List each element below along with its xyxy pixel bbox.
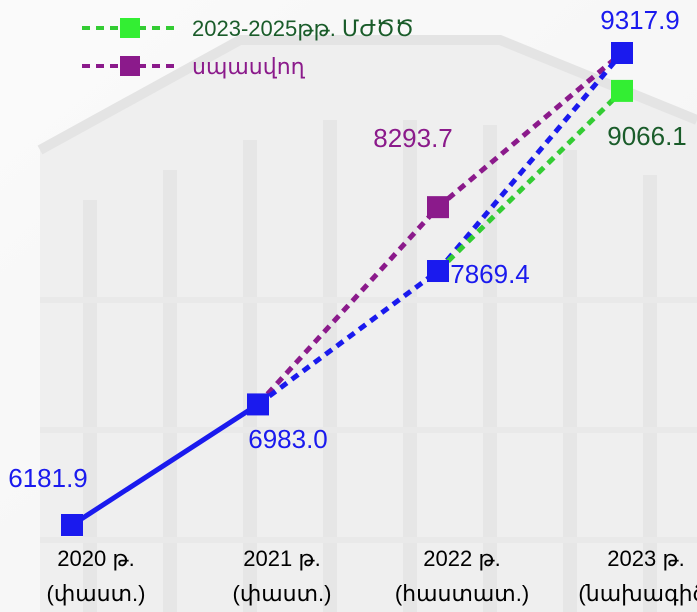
data-label: 7869.4 (450, 259, 530, 289)
data-label: 8293.7 (373, 123, 453, 153)
x-tick-label: 2020 թ. (57, 546, 134, 571)
plot-area: 6181.9 6983.0 7869.4 9317.9 8293.7 9066.1 (8, 5, 687, 536)
x-tick-label: (նախագիծ) (578, 581, 697, 606)
legend: 2023-2025թթ. ՄԺԾԾ սպասվող (82, 16, 414, 79)
data-label: 9317.9 (600, 5, 680, 35)
actual-marker (247, 393, 269, 416)
x-tick-label: (հաստատ.) (395, 581, 529, 606)
x-axis: 2020 թ. (փաստ.) 2021 թ. (փաստ.) 2022 թ. (հաստ… (47, 546, 697, 606)
data-label: 6983.0 (248, 424, 328, 454)
legend-marker (120, 56, 140, 76)
x-tick-label: 2023 թ. (607, 546, 684, 571)
x-tick-label: 2022 թ. (423, 546, 500, 571)
actual-line-solid (70, 402, 260, 528)
legend-label: սպասվող (192, 54, 306, 79)
x-tick-label: (փաստ.) (233, 581, 332, 606)
legend-label: 2023-2025թթ. ՄԺԾԾ (192, 16, 414, 41)
expected-marker (427, 196, 449, 219)
x-tick-label: 2021 թ. (243, 546, 320, 571)
mtef-marker (611, 79, 633, 102)
mtef-line (436, 89, 624, 273)
legend-marker (120, 18, 140, 38)
actual-marker (611, 42, 633, 64)
data-label: 9066.1 (607, 121, 687, 151)
actual-marker (61, 514, 83, 536)
data-label: 6181.9 (8, 463, 88, 493)
x-tick-label: (փաստ.) (47, 581, 146, 606)
actual-marker (427, 260, 449, 283)
